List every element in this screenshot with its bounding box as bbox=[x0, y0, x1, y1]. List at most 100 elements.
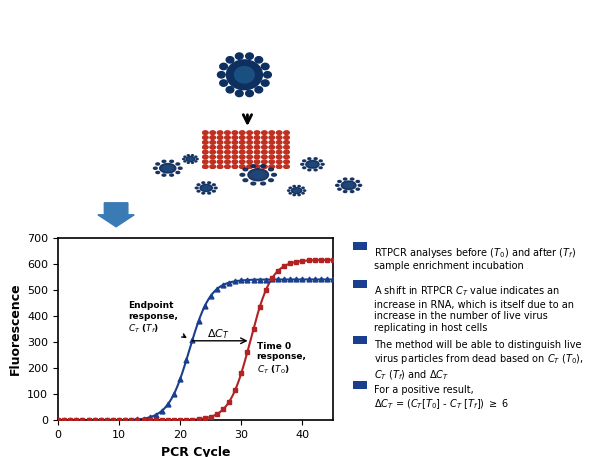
Circle shape bbox=[289, 187, 291, 189]
Circle shape bbox=[163, 166, 172, 171]
Circle shape bbox=[225, 150, 230, 154]
Circle shape bbox=[197, 184, 200, 186]
Circle shape bbox=[255, 57, 263, 63]
Circle shape bbox=[232, 155, 238, 159]
Circle shape bbox=[284, 131, 290, 134]
Circle shape bbox=[254, 150, 260, 154]
Circle shape bbox=[293, 186, 295, 187]
Circle shape bbox=[156, 171, 159, 174]
Circle shape bbox=[284, 155, 290, 159]
Circle shape bbox=[240, 160, 245, 164]
Circle shape bbox=[343, 191, 347, 192]
Circle shape bbox=[225, 155, 230, 159]
Circle shape bbox=[276, 165, 282, 169]
Circle shape bbox=[269, 150, 274, 154]
Circle shape bbox=[269, 165, 274, 169]
Circle shape bbox=[269, 155, 274, 159]
Circle shape bbox=[202, 141, 208, 144]
Circle shape bbox=[269, 168, 273, 171]
Circle shape bbox=[240, 141, 245, 144]
Circle shape bbox=[213, 191, 215, 192]
Circle shape bbox=[225, 165, 230, 169]
Circle shape bbox=[247, 131, 252, 134]
Bar bbox=[353, 336, 367, 344]
Circle shape bbox=[291, 187, 302, 194]
Circle shape bbox=[232, 150, 238, 154]
Circle shape bbox=[254, 155, 260, 159]
Circle shape bbox=[284, 141, 290, 144]
Circle shape bbox=[262, 160, 267, 164]
Circle shape bbox=[262, 150, 267, 154]
Circle shape bbox=[262, 80, 269, 86]
Circle shape bbox=[232, 131, 238, 134]
Circle shape bbox=[226, 57, 234, 63]
Circle shape bbox=[261, 165, 265, 167]
Circle shape bbox=[261, 182, 265, 185]
Circle shape bbox=[197, 191, 200, 192]
Circle shape bbox=[170, 174, 174, 176]
Text: $\Delta C_T$: $\Delta C_T$ bbox=[207, 327, 230, 341]
Circle shape bbox=[319, 167, 322, 169]
Circle shape bbox=[220, 80, 227, 86]
Circle shape bbox=[335, 184, 339, 186]
Text: A shift in RTPCR $C_T$ value indicates an
increase in RNA, which is itself due t: A shift in RTPCR $C_T$ value indicates a… bbox=[375, 284, 574, 333]
Circle shape bbox=[240, 165, 245, 169]
Circle shape bbox=[276, 160, 282, 164]
Circle shape bbox=[218, 165, 223, 169]
Circle shape bbox=[247, 136, 252, 139]
Bar bbox=[353, 381, 367, 389]
Circle shape bbox=[208, 192, 211, 194]
Circle shape bbox=[159, 164, 176, 173]
Circle shape bbox=[276, 145, 282, 149]
Circle shape bbox=[240, 173, 245, 176]
Circle shape bbox=[208, 182, 211, 184]
Circle shape bbox=[251, 182, 255, 185]
Circle shape bbox=[289, 192, 291, 194]
Circle shape bbox=[191, 162, 194, 163]
Circle shape bbox=[210, 155, 216, 159]
Circle shape bbox=[156, 163, 159, 165]
Circle shape bbox=[321, 164, 324, 165]
Circle shape bbox=[232, 141, 238, 144]
Circle shape bbox=[188, 158, 192, 160]
Circle shape bbox=[210, 141, 216, 144]
Circle shape bbox=[202, 165, 208, 169]
Circle shape bbox=[294, 189, 299, 192]
Circle shape bbox=[210, 136, 216, 139]
Circle shape bbox=[162, 174, 166, 176]
Circle shape bbox=[284, 165, 290, 169]
Circle shape bbox=[235, 53, 243, 59]
Circle shape bbox=[262, 141, 267, 144]
Circle shape bbox=[176, 163, 180, 165]
Circle shape bbox=[220, 63, 227, 69]
Text: Time 0
response,
$C_T$ ($T_0$): Time 0 response, $C_T$ ($T_0$) bbox=[257, 342, 307, 376]
Circle shape bbox=[304, 190, 306, 191]
Circle shape bbox=[246, 90, 254, 96]
Text: The method will be able to distinguish live
virus particles from dead based on $: The method will be able to distinguish l… bbox=[375, 340, 584, 382]
Circle shape bbox=[276, 150, 282, 154]
Circle shape bbox=[210, 131, 216, 134]
Circle shape bbox=[276, 141, 282, 144]
Circle shape bbox=[202, 155, 208, 159]
Circle shape bbox=[248, 169, 268, 181]
Circle shape bbox=[232, 165, 238, 169]
Circle shape bbox=[227, 60, 262, 90]
Circle shape bbox=[184, 161, 186, 162]
Circle shape bbox=[262, 131, 267, 134]
Circle shape bbox=[247, 165, 252, 169]
Circle shape bbox=[196, 187, 198, 189]
Circle shape bbox=[202, 136, 208, 139]
Circle shape bbox=[202, 150, 208, 154]
Text: Endpoint
response,
$C_T$ ($T_f$): Endpoint response, $C_T$ ($T_f$) bbox=[128, 302, 186, 337]
Circle shape bbox=[247, 160, 252, 164]
Circle shape bbox=[218, 150, 223, 154]
Circle shape bbox=[218, 160, 223, 164]
Circle shape bbox=[202, 160, 208, 164]
Circle shape bbox=[262, 155, 267, 159]
Circle shape bbox=[202, 192, 205, 194]
Circle shape bbox=[225, 145, 230, 149]
Circle shape bbox=[213, 184, 215, 186]
Circle shape bbox=[225, 141, 230, 144]
Circle shape bbox=[247, 141, 252, 144]
Circle shape bbox=[254, 136, 260, 139]
